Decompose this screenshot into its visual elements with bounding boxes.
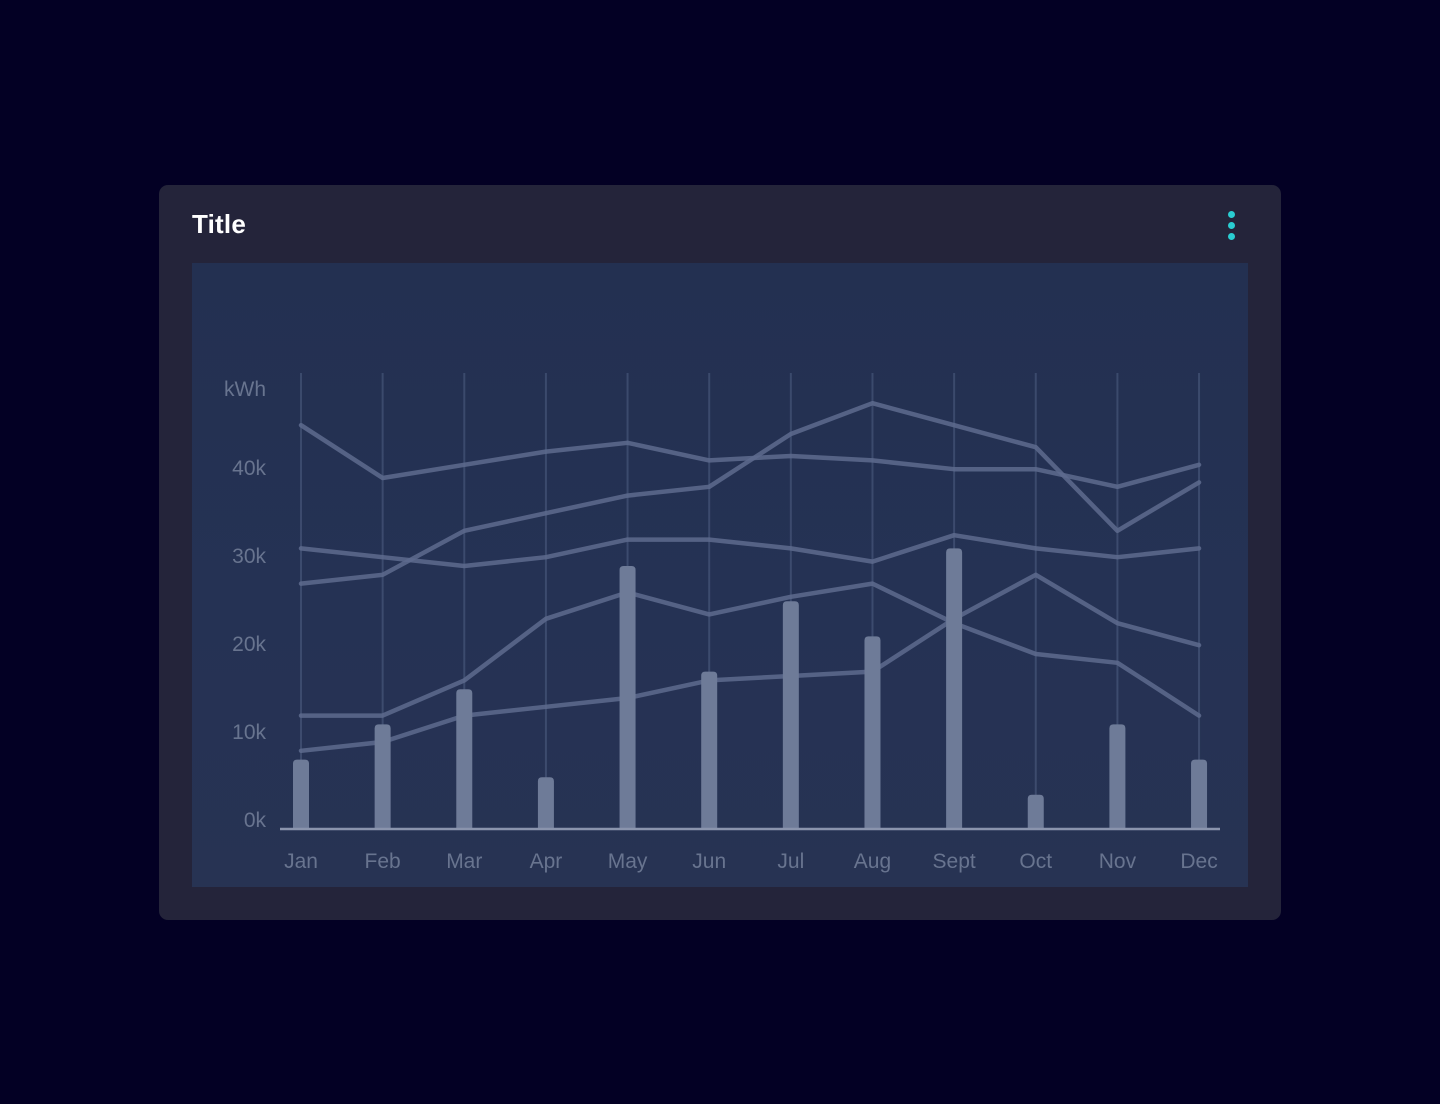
bar-jan bbox=[293, 759, 309, 830]
series-line-4 bbox=[298, 581, 1202, 718]
y-label-30k: 30k bbox=[232, 545, 266, 568]
x-label-apr: Apr bbox=[530, 850, 563, 873]
bar-oct bbox=[1027, 794, 1044, 830]
bar-aug bbox=[864, 636, 881, 830]
y-label-40k: 40k bbox=[232, 457, 266, 480]
x-label-feb: Feb bbox=[365, 850, 401, 873]
x-label-jan: Jan bbox=[284, 850, 318, 873]
kebab-dot bbox=[1227, 232, 1235, 240]
x-label-nov: Nov bbox=[1099, 850, 1137, 873]
bar-jul bbox=[782, 601, 799, 830]
x-label-aug: Aug bbox=[854, 850, 891, 873]
bar-dec bbox=[1191, 759, 1208, 830]
x-label-oct: Oct bbox=[1019, 850, 1052, 873]
bar-jun bbox=[701, 671, 718, 830]
card-header: Title bbox=[159, 185, 1281, 263]
x-label-sept: Sept bbox=[933, 850, 976, 873]
x-label-may: May bbox=[608, 850, 648, 873]
x-label-mar: Mar bbox=[446, 850, 482, 873]
y-label-20k: 20k bbox=[232, 633, 266, 656]
bar-may bbox=[619, 566, 636, 830]
bar-nov bbox=[1109, 724, 1126, 830]
bar-sept bbox=[946, 548, 963, 830]
kebab-dot bbox=[1227, 210, 1235, 218]
bar-apr bbox=[537, 777, 554, 830]
card-title: Title bbox=[192, 209, 246, 239]
chart-panel: kWh 40k 30k 20k 10k 0k Jan Feb Mar Apr May Jun Jul Au… bbox=[192, 263, 1248, 887]
x-label-jun: Jun bbox=[692, 850, 726, 873]
bar-mar bbox=[456, 689, 473, 830]
series-line-5 bbox=[298, 572, 1202, 754]
x-label-jul: Jul bbox=[777, 850, 804, 873]
combo-chart: kWh 40k 30k 20k 10k 0k Jan Feb Mar Apr May Jun Jul Au… bbox=[224, 373, 1220, 873]
series-line-3 bbox=[298, 400, 1202, 586]
x-label-dec: Dec bbox=[1180, 850, 1217, 873]
y-label-10k: 10k bbox=[232, 721, 266, 744]
bar-feb bbox=[374, 724, 391, 830]
chart-card: Title kWh 40k 30k 20k 10k 0k Jan Feb Mar Apr May Ju… bbox=[159, 185, 1281, 920]
y-label-0k: 0k bbox=[244, 809, 267, 832]
unit-label: kWh bbox=[224, 378, 266, 401]
kebab-menu-icon[interactable] bbox=[1215, 205, 1247, 245]
kebab-dot bbox=[1227, 221, 1235, 229]
series-line-2 bbox=[298, 532, 1202, 569]
